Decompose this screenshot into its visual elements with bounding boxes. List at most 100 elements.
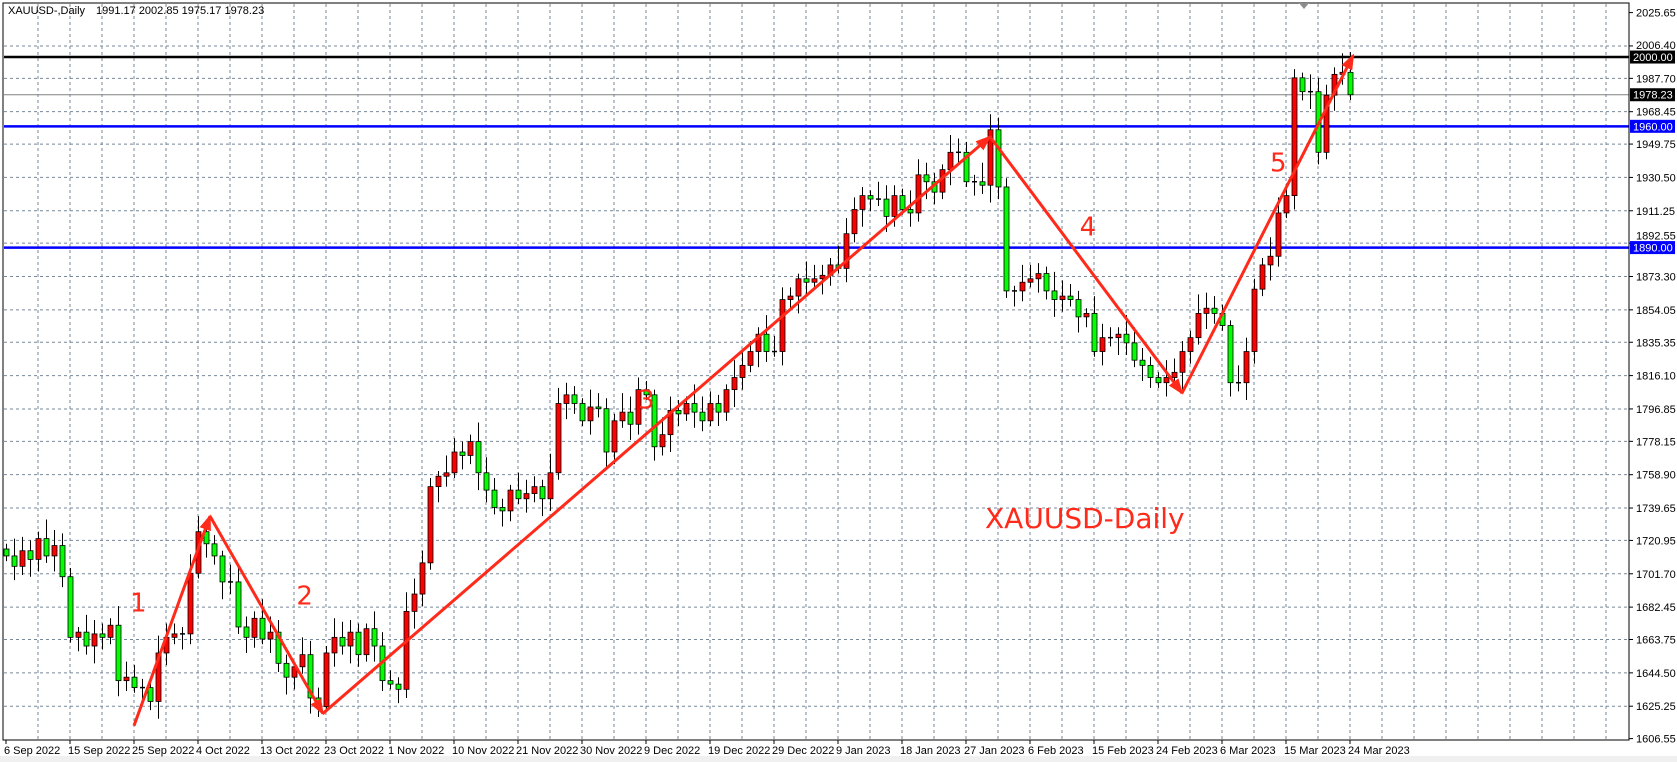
x-tick-label: 4 Oct 2022 [196,745,250,757]
y-tick-label: 1606.55 [1636,734,1676,746]
candle-body [187,572,194,635]
candle-body [299,654,306,668]
candle [1147,356,1154,388]
candle-body [339,636,346,647]
candle [251,611,258,648]
candle-body [915,174,922,214]
candle [579,398,586,427]
candle-body [323,652,330,708]
x-tick-label: 24 Feb 2023 [1156,745,1218,757]
x-tick-label: 1 Nov 2022 [388,745,444,757]
candle [475,422,482,491]
candle-body [211,543,218,557]
candle-body [843,233,850,269]
candle-body [1035,273,1042,280]
candle-body [1163,377,1170,384]
chart-header-symbol: XAUUSD-,Daily [8,5,86,17]
candle [347,620,354,664]
x-tick-label: 10 Nov 2022 [452,745,514,757]
candle-body [819,274,826,280]
y-tick-label: 1720.95 [1636,535,1676,547]
candle [899,188,906,215]
wave-arrow-1[interactable] [132,514,212,727]
candle-body [627,411,634,425]
candle-body [891,195,898,217]
candle [915,159,922,222]
candle [1195,294,1202,345]
candle [883,185,890,232]
candle-body [803,278,810,283]
x-tick-label: 9 Jan 2023 [836,745,890,757]
candle-body [475,441,482,474]
candle-body [99,633,106,638]
candle [131,665,138,693]
candle-body [763,333,770,352]
candle-body [443,472,450,477]
candle [275,620,282,672]
x-tick-label: 15 Sep 2022 [68,745,130,757]
candle [595,393,602,418]
y-tick-label: 1930.50 [1636,172,1676,184]
candle-body [1211,307,1218,314]
x-tick-label: 18 Jan 2023 [900,745,961,757]
candle-body [987,129,994,186]
candle-body [419,562,426,595]
candle [731,360,738,407]
price-axis[interactable]: 2025.65 2006.40 1987.70 1968.45 1949.75 1930.… [1629,8,1676,746]
candle-body [523,493,530,500]
candle [979,162,986,194]
candle [619,393,626,428]
candle [1027,264,1034,288]
candle-body [1147,364,1154,378]
candle-body [707,403,714,422]
candle-body [147,687,154,702]
candle-body [755,333,762,352]
x-tick-label: 13 Oct 2022 [260,745,320,757]
candle-body [331,636,338,654]
time-axis[interactable]: 6 Sep 2022 15 Sep 2022 25 Sep 2022 4 Oct 20… [4,740,1410,757]
candle-body [811,278,818,283]
horizontal-levels[interactable] [4,55,1629,249]
candle-body [1019,281,1026,292]
candle-body [587,406,594,422]
candle [140,678,145,702]
wave-annotations[interactable]: 1 2 3 4 5 [130,53,1355,727]
candle [763,315,770,362]
candle [1019,264,1026,302]
candle [811,264,818,290]
candle-body [243,626,250,638]
wave-label-1: 1 [130,588,147,618]
candle-body [491,489,498,508]
candle-body [691,403,698,413]
x-tick-label: 9 Dec 2022 [644,745,700,757]
candle-body [1099,337,1106,352]
candle-body [371,628,378,647]
candle [219,550,226,600]
candle-body [459,451,466,456]
candle [419,550,426,607]
candle [1012,285,1017,307]
wave-arrow-2[interactable] [208,515,325,716]
wave-arrow-5[interactable] [1180,53,1355,394]
candle-body [451,451,458,474]
candle [115,606,122,697]
candle [283,654,290,695]
candle-body [1115,333,1122,339]
candle [772,335,777,357]
candle-body [267,631,274,640]
candle [355,623,362,667]
wave-arrow-4[interactable] [988,135,1184,395]
candle [667,396,674,452]
candle [1131,327,1138,368]
x-tick-label: 6 Sep 2022 [4,745,60,757]
candle-body [387,680,394,685]
candle [571,386,578,414]
shift-marker-icon[interactable] [1299,3,1309,9]
candle-body [723,389,730,413]
candle-body [611,420,618,453]
candle [531,476,538,503]
y-tick-label: 1682.45 [1636,602,1676,614]
wave-arrow-3[interactable] [321,135,992,715]
candle-body [67,576,74,638]
